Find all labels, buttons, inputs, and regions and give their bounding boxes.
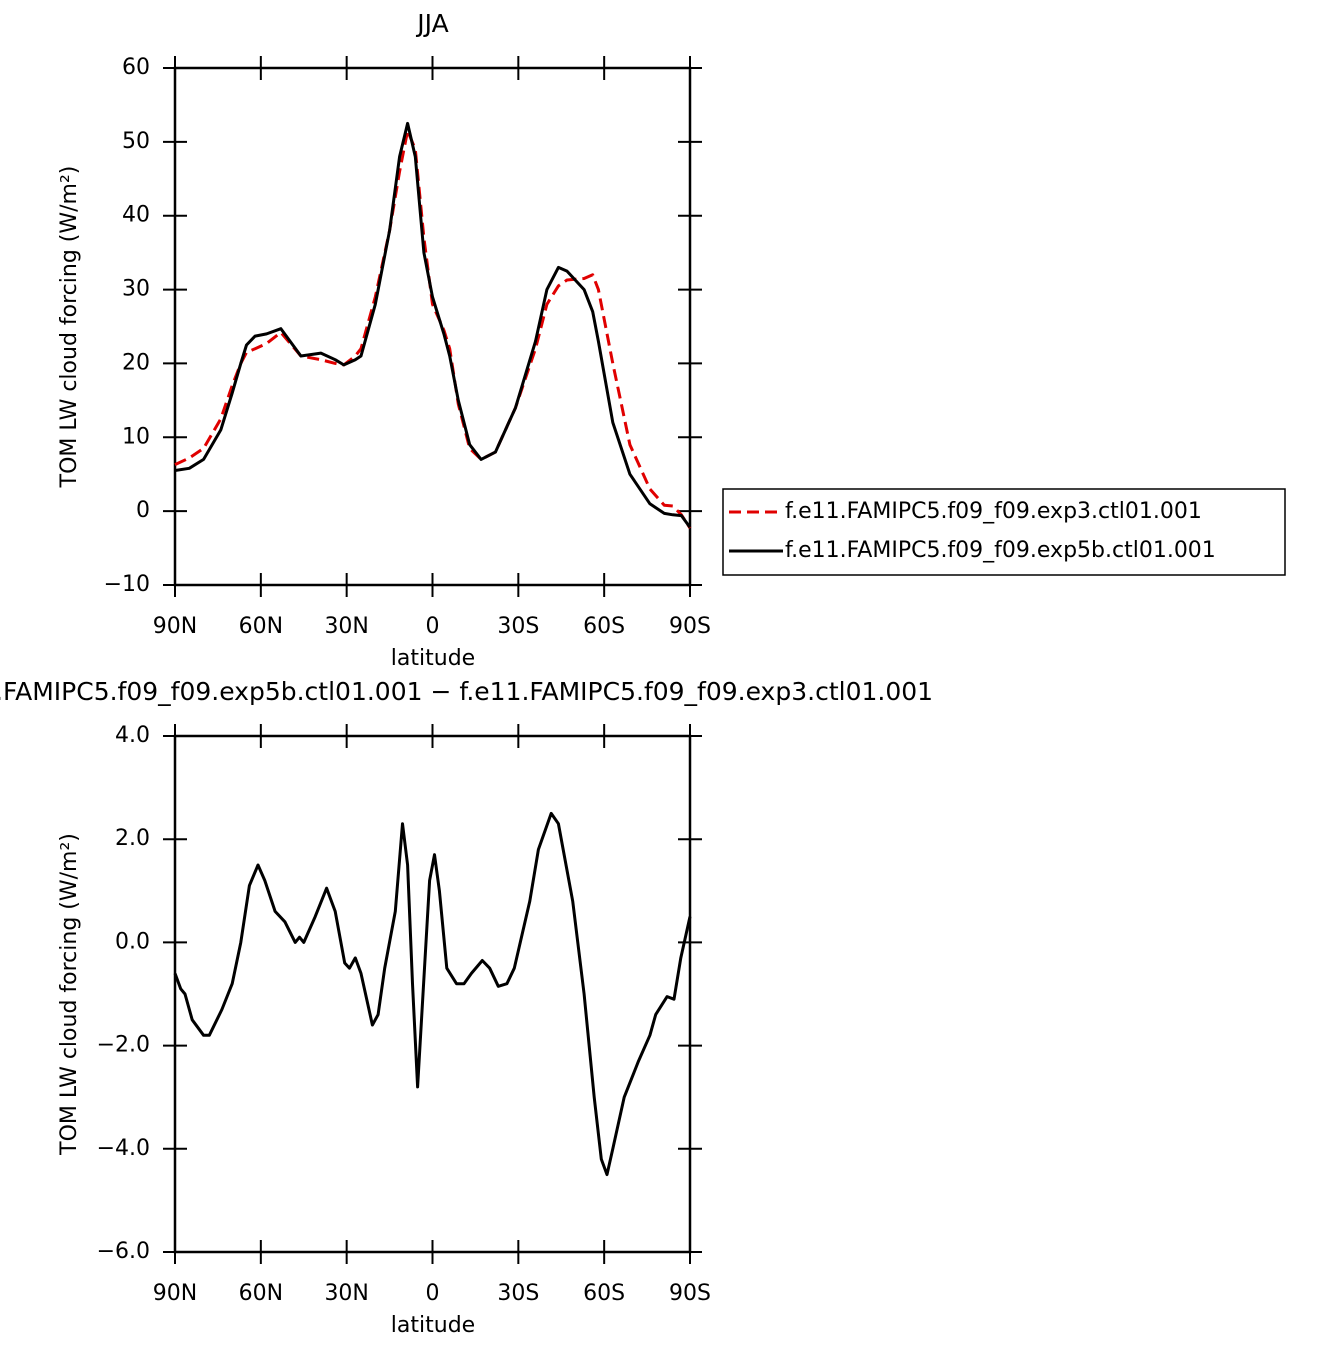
legend-label: f.e11.FAMIPC5.f09_f09.exp5b.ctl01.001 — [785, 538, 1216, 563]
chart-title: JJA — [415, 9, 448, 38]
y-tick-label: 4.0 — [115, 723, 150, 748]
y-tick-label: 0 — [136, 498, 150, 523]
plot-frame — [173, 66, 692, 587]
x-tick-label: 60N — [239, 1281, 283, 1306]
x-tick-label: 30S — [497, 1281, 539, 1306]
plot-frame — [173, 734, 692, 1254]
x-tick-label: 90N — [153, 614, 197, 639]
x-tick-label: 30N — [324, 614, 368, 639]
x-tick-label: 90N — [153, 1281, 197, 1306]
y-tick-label: 10 — [122, 424, 150, 449]
y-tick-label: 40 — [122, 203, 150, 228]
y-tick-label: 50 — [122, 129, 150, 154]
y-tick-label: −10 — [104, 572, 150, 597]
y-tick-label: 2.0 — [115, 826, 150, 851]
x-tick-label: 90S — [669, 614, 711, 639]
x-tick-label: 60S — [583, 614, 625, 639]
x-tick-label: 0 — [426, 614, 440, 639]
x-tick-label: 90S — [669, 1281, 711, 1306]
x-tick-label: 30S — [497, 614, 539, 639]
y-tick-label: −6.0 — [97, 1239, 150, 1264]
x-axis-label: latitude — [391, 1313, 475, 1338]
y-axis-label: TOM LW cloud forcing (W/m²) — [57, 833, 82, 1156]
chart-title: f.e11.FAMIPC5.f09_f09.exp5b.ctl01.001 − … — [0, 677, 933, 706]
x-tick-label: 60N — [239, 614, 283, 639]
x-tick-label: 0 — [426, 1281, 440, 1306]
x-tick-label: 60S — [583, 1281, 625, 1306]
y-tick-label: −4.0 — [97, 1136, 150, 1161]
x-axis-label: latitude — [391, 646, 475, 671]
y-tick-label: 60 — [122, 55, 150, 80]
series-line — [173, 811, 692, 1177]
legend-label: f.e11.FAMIPC5.f09_f09.exp3.ctl01.001 — [785, 499, 1202, 524]
series-line — [174, 129, 692, 529]
y-tick-label: −2.0 — [97, 1033, 150, 1058]
y-tick-label: 20 — [122, 350, 150, 375]
y-tick-label: 0.0 — [115, 929, 150, 954]
legend-box — [722, 488, 1286, 576]
y-axis-label: TOM LW cloud forcing (W/m²) — [57, 166, 82, 489]
series-line — [174, 121, 692, 529]
y-tick-label: 30 — [122, 277, 150, 302]
x-tick-label: 30N — [324, 1281, 368, 1306]
